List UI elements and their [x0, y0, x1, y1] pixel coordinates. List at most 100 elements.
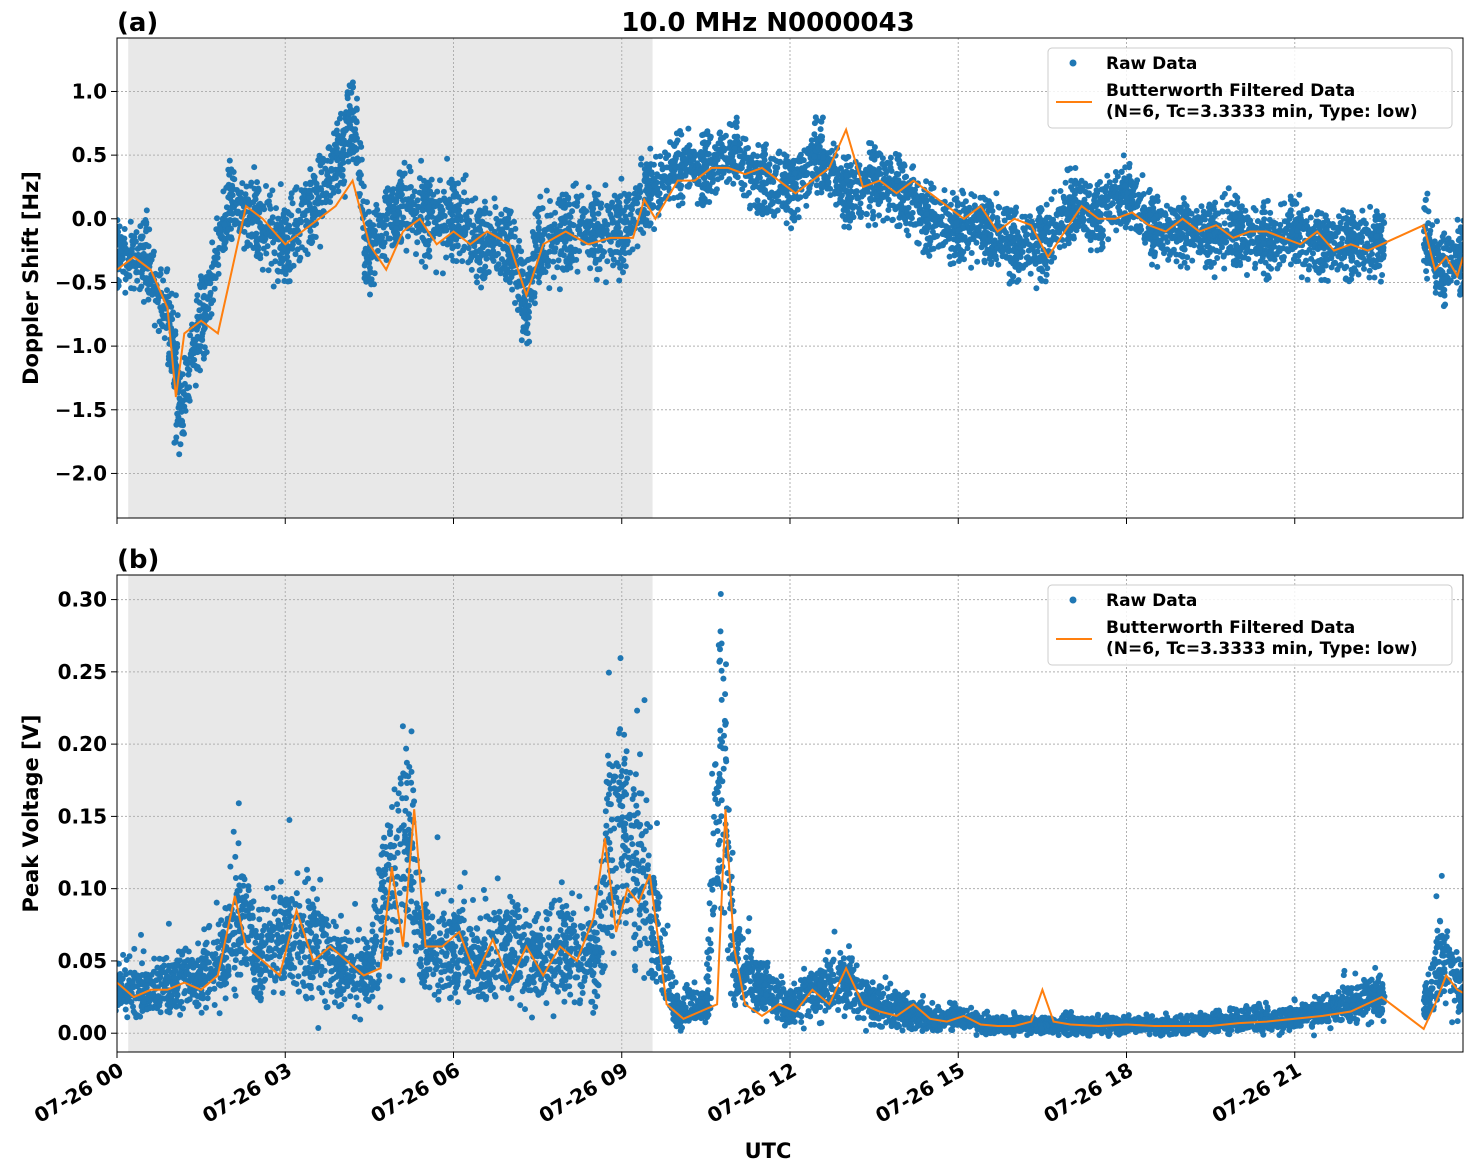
raw-data-point — [791, 182, 798, 189]
raw-data-point — [361, 250, 368, 257]
raw-data-point — [827, 185, 834, 192]
raw-data-point — [565, 195, 572, 202]
raw-data-point — [1024, 231, 1031, 238]
raw-data-point — [429, 213, 435, 220]
raw-data-point — [552, 209, 559, 216]
raw-data-point — [356, 191, 363, 197]
raw-data-point — [657, 153, 664, 160]
raw-data-point — [648, 171, 655, 178]
raw-data-point — [468, 266, 475, 273]
raw-data-point — [503, 224, 510, 231]
raw-data-point — [930, 245, 937, 252]
raw-data-point — [686, 181, 693, 188]
raw-data-point — [122, 240, 128, 247]
raw-data-point — [361, 275, 368, 282]
raw-data-point — [1202, 216, 1208, 223]
raw-data-point — [150, 248, 157, 255]
raw-data-point — [1057, 188, 1064, 194]
raw-data-point — [344, 95, 351, 102]
raw-data-point — [722, 132, 729, 139]
raw-data-point — [703, 141, 710, 148]
raw-data-point — [436, 197, 443, 204]
raw-data-point — [803, 202, 810, 209]
raw-data-point — [490, 258, 497, 264]
raw-data-point — [565, 225, 572, 232]
raw-data-point — [543, 187, 550, 194]
raw-data-point — [280, 256, 287, 263]
raw-data-point — [727, 150, 734, 157]
raw-data-point — [903, 220, 910, 227]
raw-data-point — [974, 258, 981, 265]
raw-data-point — [464, 197, 471, 204]
raw-data-point — [966, 204, 973, 211]
raw-data-point — [405, 233, 411, 240]
raw-data-point — [645, 187, 652, 194]
raw-data-point — [280, 211, 287, 217]
raw-data-point — [594, 266, 601, 273]
raw-data-point — [592, 193, 599, 199]
raw-data-point — [413, 251, 419, 258]
raw-data-point — [398, 191, 405, 198]
raw-data-point — [229, 175, 236, 182]
raw-data-point — [755, 142, 762, 148]
raw-data-point — [786, 164, 793, 171]
raw-data-point — [508, 274, 514, 281]
raw-data-point — [560, 252, 567, 259]
raw-data-point — [273, 221, 280, 228]
raw-data-point — [310, 233, 317, 240]
raw-data-point — [257, 200, 264, 207]
raw-data-point — [839, 212, 846, 219]
raw-data-point — [730, 180, 737, 187]
raw-data-point — [178, 408, 185, 415]
raw-data-point — [269, 214, 276, 221]
raw-data-point — [819, 180, 825, 187]
raw-data-point — [574, 268, 581, 275]
raw-data-point — [205, 305, 212, 312]
raw-data-point — [995, 261, 1002, 268]
raw-data-point — [863, 211, 870, 218]
raw-data-point — [636, 194, 643, 201]
raw-data-point — [478, 284, 485, 291]
raw-data-point — [770, 179, 777, 185]
raw-data-point — [374, 206, 381, 213]
raw-data-point — [422, 263, 429, 270]
raw-data-point — [353, 146, 360, 153]
raw-data-point — [1367, 203, 1374, 210]
raw-data-point — [954, 199, 961, 206]
raw-data-point — [1280, 254, 1287, 260]
raw-data-point — [589, 229, 596, 236]
raw-data-point — [503, 216, 510, 223]
raw-data-point — [474, 279, 480, 286]
raw-data-point — [443, 227, 450, 234]
raw-data-point — [401, 159, 408, 166]
raw-data-point — [592, 258, 599, 265]
raw-data-point — [815, 144, 821, 151]
raw-data-point — [756, 174, 763, 181]
raw-data-point — [307, 166, 314, 173]
raw-data-point — [383, 257, 390, 263]
raw-data-point — [1454, 216, 1461, 223]
raw-data-point — [509, 269, 516, 276]
raw-data-point — [982, 224, 988, 231]
raw-data-point — [1014, 235, 1021, 242]
raw-data-point — [699, 132, 706, 139]
raw-data-point — [338, 152, 345, 159]
raw-data-point — [845, 223, 852, 230]
raw-data-point — [495, 250, 501, 257]
raw-data-point — [885, 196, 892, 203]
raw-data-point — [339, 172, 346, 179]
raw-data-point — [143, 207, 150, 214]
raw-data-point — [597, 204, 604, 211]
raw-data-point — [922, 246, 929, 253]
raw-data-point — [210, 297, 217, 304]
raw-data-point — [177, 441, 184, 448]
raw-data-point — [1027, 213, 1033, 220]
raw-data-point — [996, 204, 1003, 211]
raw-data-point — [616, 199, 623, 206]
raw-data-point — [333, 127, 340, 134]
raw-data-point — [164, 266, 171, 273]
raw-data-point — [277, 181, 284, 188]
raw-data-point — [269, 187, 276, 194]
raw-data-point — [214, 250, 221, 257]
raw-data-point — [253, 241, 260, 248]
